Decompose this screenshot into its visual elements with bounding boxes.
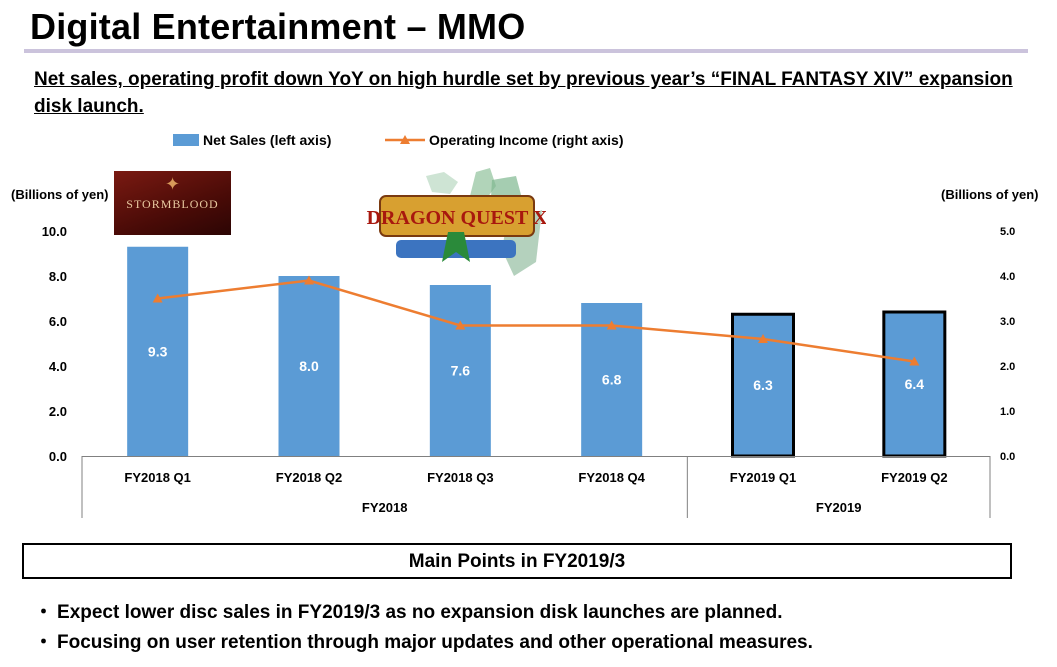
legend-bar-swatch	[173, 134, 199, 146]
right-axis-tick-label: 5.0	[1000, 226, 1015, 238]
legend-item-net-sales: Net Sales (left axis)	[173, 132, 331, 148]
title-underline	[24, 49, 1028, 53]
x-axis-group-label: FY2018	[362, 500, 408, 515]
operating-income-point	[455, 320, 466, 330]
operating-income-point	[909, 356, 920, 366]
net-sales-bar	[278, 276, 340, 456]
bar-data-label: 6.3	[753, 377, 773, 393]
right-axis-tick-label: 2.0	[1000, 361, 1015, 373]
main-point-text: Focusing on user retention through major…	[57, 632, 813, 653]
ff-emblem-icon: ✦	[164, 174, 181, 194]
left-axis-tick-label: 2.0	[49, 404, 67, 419]
left-axis-unit: (Billions of yen)	[11, 187, 109, 202]
right-axis-unit: (Billions of yen)	[941, 187, 1039, 202]
net-sales-bar	[127, 246, 189, 456]
bullet-dot: ・	[34, 602, 54, 623]
x-axis-group-label: FY2019	[816, 500, 862, 515]
left-axis-tick-label: 10.0	[42, 224, 67, 239]
x-axis-category-label: FY2018 Q3	[427, 470, 494, 485]
x-axis-category-label: FY2018 Q4	[578, 470, 645, 485]
bar-data-label: 7.6	[451, 363, 471, 379]
bar-data-label: 6.8	[602, 372, 622, 388]
dragon-quest-x-logo: DRAGON QUEST X	[366, 166, 546, 294]
bar-data-label: 8.0	[299, 358, 319, 374]
legend-label-net-sales: Net Sales (left axis)	[203, 132, 332, 148]
operating-income-line	[157, 279, 915, 363]
bar-data-label: 9.3	[148, 343, 168, 359]
main-points-list: ・ Expect lower disc sales in FY2019/3 as …	[34, 598, 813, 658]
main-point-item: ・ Focusing on user retention through majo…	[34, 628, 813, 658]
dragon-quest-x-logo-art: DRAGON QUEST X	[367, 168, 546, 276]
left-axis-tick-label: 4.0	[49, 359, 67, 374]
x-axis-category-label: FY2019 Q1	[730, 470, 797, 485]
left-axis-tick-label: 6.0	[49, 314, 67, 329]
operating-income-point	[152, 293, 163, 303]
operating-income-point	[758, 334, 768, 343]
bullet-dot: ・	[34, 632, 54, 653]
main-point-text: Expect lower disc sales in FY2019/3 as n…	[57, 602, 783, 623]
right-axis-tick-label: 1.0	[1000, 406, 1015, 418]
ff-logo-text: STORMBLOOD	[126, 197, 219, 211]
x-axis-category-label: FY2018 Q1	[124, 470, 191, 485]
final-fantasy-xiv-logo: ✦ STORMBLOOD	[114, 171, 231, 235]
legend-item-operating-income: Operating Income (right axis)	[385, 132, 623, 148]
right-axis-tick-label: 3.0	[1000, 316, 1015, 328]
page-title: Digital Entertainment – MMO	[30, 6, 526, 47]
dq-logo-text: DRAGON QUEST X	[367, 207, 546, 229]
main-points-heading: Main Points in FY2019/3	[22, 543, 1012, 579]
net-sales-bar	[882, 310, 947, 458]
operating-income-point	[304, 275, 314, 285]
x-axis-category-label: FY2019 Q2	[881, 470, 948, 485]
right-axis-tick-label: 4.0	[1000, 271, 1015, 283]
bar-data-label: 6.4	[905, 376, 925, 392]
right-axis-tick-label: 0.0	[1000, 451, 1015, 463]
legend-line-swatch	[385, 135, 425, 144]
main-point-item: ・ Expect lower disc sales in FY2019/3 as …	[34, 598, 813, 628]
x-axis-category-label: FY2018 Q2	[276, 470, 343, 485]
legend-label-operating-income: Operating Income (right axis)	[429, 132, 624, 148]
left-axis-tick-label: 8.0	[49, 269, 67, 284]
left-axis-tick-label: 0.0	[49, 449, 67, 464]
net-sales-bar	[429, 285, 491, 456]
page-subtitle: Net sales, operating profit down YoY on …	[34, 69, 1013, 117]
operating-income-point	[606, 320, 617, 330]
